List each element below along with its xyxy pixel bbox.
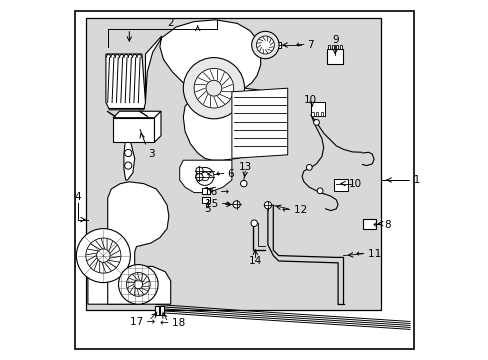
Bar xyxy=(326,49,343,64)
Polygon shape xyxy=(106,54,145,110)
Text: 5: 5 xyxy=(204,204,211,214)
Text: 17 →: 17 → xyxy=(130,317,155,327)
Bar xyxy=(339,45,342,49)
Polygon shape xyxy=(107,266,170,304)
Text: 9: 9 xyxy=(331,35,338,45)
Text: 4: 4 xyxy=(75,192,81,202)
Circle shape xyxy=(240,180,246,187)
Circle shape xyxy=(134,280,142,289)
Circle shape xyxy=(76,229,130,283)
Text: 16 →: 16 → xyxy=(203,186,228,197)
Text: 15 →: 15 → xyxy=(205,199,230,210)
Bar xyxy=(160,306,164,315)
Circle shape xyxy=(306,165,311,170)
Polygon shape xyxy=(88,182,168,304)
Polygon shape xyxy=(113,111,161,118)
Circle shape xyxy=(194,68,233,108)
Text: ← 18: ← 18 xyxy=(160,318,185,328)
Bar xyxy=(202,197,210,203)
Text: ← 6: ← 6 xyxy=(216,169,235,179)
Bar xyxy=(311,112,313,116)
Circle shape xyxy=(183,58,244,119)
Text: ← 11: ← 11 xyxy=(355,249,381,259)
Bar xyxy=(316,112,318,116)
Circle shape xyxy=(251,31,279,59)
Bar xyxy=(310,102,324,116)
Text: ← 7: ← 7 xyxy=(295,40,314,50)
Circle shape xyxy=(196,167,203,174)
Circle shape xyxy=(196,174,203,181)
Text: 10: 10 xyxy=(303,95,316,105)
Polygon shape xyxy=(231,88,287,158)
Circle shape xyxy=(118,265,158,304)
Text: 2: 2 xyxy=(167,18,174,28)
Bar xyxy=(320,112,322,116)
Polygon shape xyxy=(179,160,231,193)
Bar xyxy=(335,45,337,49)
Circle shape xyxy=(317,188,322,194)
Text: 14: 14 xyxy=(248,256,262,266)
Circle shape xyxy=(250,220,257,226)
Polygon shape xyxy=(258,36,274,54)
Circle shape xyxy=(256,36,274,54)
Bar xyxy=(155,306,159,315)
Circle shape xyxy=(97,249,110,262)
Circle shape xyxy=(232,201,240,208)
Text: 13: 13 xyxy=(238,162,251,172)
Polygon shape xyxy=(123,133,134,180)
Bar xyxy=(202,188,210,194)
Text: 10: 10 xyxy=(348,179,361,189)
Bar xyxy=(363,219,375,229)
Text: ← 12: ← 12 xyxy=(281,204,306,215)
Polygon shape xyxy=(145,20,285,160)
Polygon shape xyxy=(113,118,154,142)
Bar xyxy=(333,179,347,191)
Bar xyxy=(327,45,329,49)
Circle shape xyxy=(313,120,319,125)
Circle shape xyxy=(205,80,222,96)
Polygon shape xyxy=(154,111,161,142)
Text: 3: 3 xyxy=(148,149,155,159)
Polygon shape xyxy=(86,18,381,310)
Bar xyxy=(274,42,280,48)
Circle shape xyxy=(196,167,213,185)
Circle shape xyxy=(264,202,271,209)
Text: — 1: — 1 xyxy=(400,175,420,185)
Bar xyxy=(331,45,333,49)
Text: ← 8: ← 8 xyxy=(372,220,390,230)
